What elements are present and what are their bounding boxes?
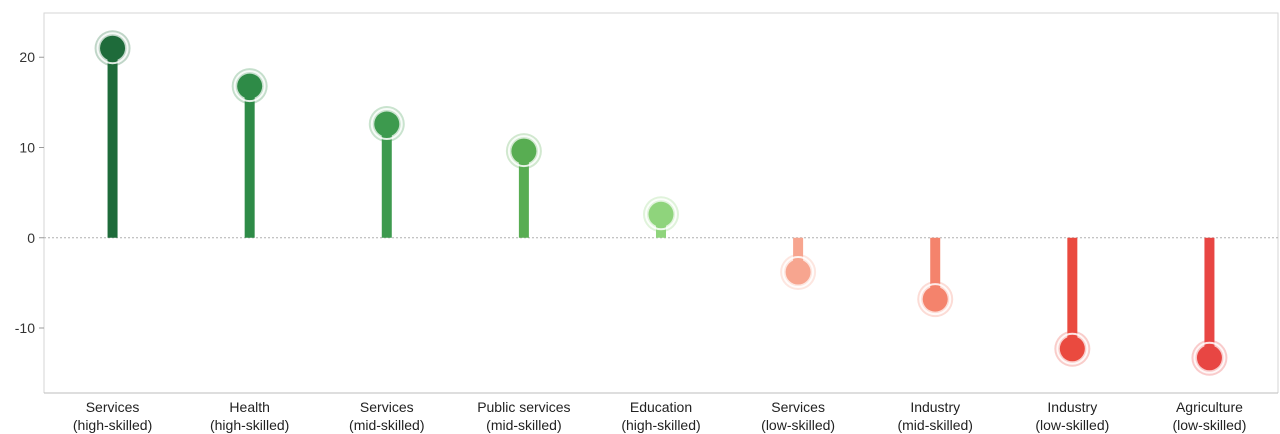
category-label-name: Services <box>360 399 414 415</box>
category-label-name: Industry <box>910 399 960 415</box>
plot-frame <box>43 12 1279 393</box>
lollipop-ring <box>919 283 952 316</box>
lollipop-ring <box>96 32 129 65</box>
category-label-name: Agriculture <box>1176 399 1243 415</box>
category-label-skill: (mid-skilled) <box>349 417 424 433</box>
lollipop-ring <box>233 70 266 103</box>
category-label-skill: (mid-skilled) <box>486 417 561 433</box>
lollipop-point <box>374 111 400 137</box>
category-label-skill: (high-skilled) <box>621 417 700 433</box>
category-label-name: Services <box>86 399 140 415</box>
category-label-skill: (mid-skilled) <box>897 417 972 433</box>
lollipop-ring <box>1193 341 1226 374</box>
lollipop-point <box>100 35 126 61</box>
lollipop-point <box>1059 336 1085 362</box>
lollipop-point <box>511 138 537 164</box>
lollipop-ring <box>507 135 540 168</box>
y-tick-label: 20 <box>19 49 35 65</box>
lollipop-point <box>237 73 263 99</box>
category-label-name: Public services <box>477 399 570 415</box>
category-label-name: Industry <box>1047 399 1097 415</box>
lollipop-ring <box>370 108 403 141</box>
y-tick-label: 0 <box>27 230 35 246</box>
category-label-skill: (low-skilled) <box>1172 417 1246 433</box>
lollipop-point <box>922 286 948 312</box>
category-label-skill: (high-skilled) <box>73 417 152 433</box>
category-label-skill: (low-skilled) <box>761 417 835 433</box>
lollipop-ring <box>782 256 815 289</box>
category-label-skill: (low-skilled) <box>1035 417 1109 433</box>
category-label-skill: (high-skilled) <box>210 417 289 433</box>
y-tick-label: 10 <box>19 139 35 155</box>
y-tick-label: -10 <box>15 320 35 336</box>
category-label-name: Services <box>771 399 825 415</box>
category-label-name: Health <box>229 399 269 415</box>
lollipop-ring <box>1056 332 1089 365</box>
lollipop-point <box>648 201 674 227</box>
category-label-name: Education <box>630 399 692 415</box>
lollipop-ring <box>645 198 677 231</box>
lollipop-point <box>785 259 811 285</box>
lollipop-point <box>1196 345 1222 371</box>
